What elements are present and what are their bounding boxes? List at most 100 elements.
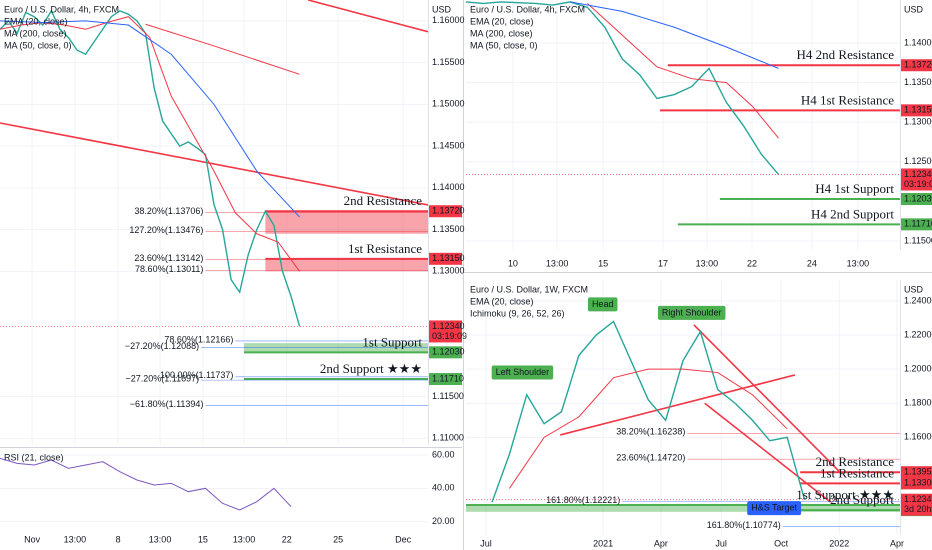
annotation-box: [587, 297, 618, 312]
level-label: 2nd Resistance: [344, 193, 423, 208]
level-label: H4 1st Resistance: [801, 92, 894, 107]
price-series: [491, 320, 806, 503]
fib-label: 78.60%(1.13011): [135, 264, 203, 274]
annotation-box: [657, 305, 726, 320]
fib-label: 38.20%(1.13706): [134, 206, 203, 216]
indicator-legend: EMA (20, close): [4, 16, 68, 26]
level-label: 1st Support: [362, 334, 422, 349]
x-tick-label: 15: [598, 258, 608, 268]
y-tick-label: 1.12500: [904, 156, 932, 166]
plot-area: [466, 280, 900, 535]
price-tag: [901, 477, 932, 490]
level-label: H4 2nd Resistance: [797, 47, 895, 62]
fib-label: 38.20%(1.16238): [616, 427, 685, 437]
y-tick-label: 1.20000: [904, 364, 932, 374]
x-tick-label: Apr: [654, 538, 668, 548]
y-tick-label: 1.18000: [904, 398, 932, 408]
level-label: H4 2nd Support: [811, 206, 894, 221]
countdown: 3d 20h: [904, 504, 932, 514]
price-tag-label: 1.13300: [904, 478, 932, 488]
x-tick-label: 22: [747, 258, 757, 268]
x-tick-label: 13:00: [847, 258, 870, 268]
price-tag-label: 1.12030: [432, 347, 465, 357]
trendline: [559, 374, 796, 436]
countdown: 03:19:08: [904, 179, 932, 189]
fib-label: −27.20%(1.12088): [125, 341, 199, 351]
level-zone: [265, 211, 428, 234]
price-series: [0, 16, 301, 272]
indicator-legend: EMA (20, close): [470, 296, 534, 306]
y-tick-label: 1.13500: [904, 77, 932, 87]
x-tick-label: 17: [658, 258, 668, 268]
rsi-title: RSI (21, close): [4, 452, 64, 462]
price-tag: [901, 59, 932, 72]
annotation: Right Shoulder: [662, 307, 722, 317]
y-tick-label: 1.16000: [904, 432, 932, 442]
level-label: 1st Resistance: [820, 465, 894, 480]
y-tick-label: 1.11000: [432, 433, 464, 443]
price-series: [587, 3, 779, 139]
price-tag-label: 1.11710: [432, 373, 464, 383]
price-tag-label: 1.13150: [904, 105, 932, 115]
level-zone: [265, 258, 428, 272]
price-series: [0, 20, 300, 218]
y-tick-label: 1.13000: [432, 266, 465, 276]
annotation: H&S Target: [751, 502, 797, 512]
fib-label: 23.60%(1.13142): [134, 253, 203, 263]
x-tick-label: 13:00: [233, 534, 256, 544]
price-tag: [429, 252, 462, 265]
annotation-box: [747, 501, 802, 516]
y-tick-label: 1.11500: [432, 391, 464, 401]
fib-label: 127.20%(1.13476): [129, 225, 203, 235]
x-tick-label: 15: [198, 534, 208, 544]
y-tick-label: 1.16000: [432, 15, 465, 25]
price-series: [466, 1, 780, 175]
price-tag: [429, 205, 462, 218]
level-zone: [466, 505, 900, 512]
x-tick-label: 13:00: [149, 534, 172, 544]
y-tick-label: 1.15000: [432, 99, 465, 109]
price-tag: [901, 193, 932, 206]
indicator-legend: MA (50, close, 0): [470, 40, 538, 50]
y-tick-label: 1.13000: [904, 117, 932, 127]
currency-label: USD: [432, 4, 452, 14]
x-tick-label: Oct: [774, 538, 789, 548]
x-tick-label: 8: [116, 534, 121, 544]
last-price-tag: [901, 168, 932, 191]
price-tag: [901, 104, 932, 117]
y-tick-label: 60.00: [432, 449, 455, 459]
fib-label: 78.60%(1.12166): [164, 334, 233, 344]
plot-area: [0, 0, 428, 445]
price-series: [0, 9, 301, 327]
fib-label: 161.80%(1.10774): [707, 520, 781, 530]
fib-label: 100.00%(1.11737): [160, 370, 233, 380]
level-label: 1st Support ★★★: [796, 487, 894, 502]
trendline: [0, 122, 428, 206]
price-tag-label: 1.13150: [432, 253, 465, 263]
level-label: 2nd Resistance: [816, 454, 895, 469]
price-tag-label: 1.13720: [904, 60, 932, 70]
level-label: H4 1st Support: [815, 181, 894, 196]
y-tick-label: 1.14500: [432, 140, 465, 150]
currency-label: USD: [904, 284, 924, 294]
fib-label: 23.60%(1.14720): [616, 453, 685, 463]
level-label: 2nd Support: [830, 492, 894, 507]
annotation-box: [491, 365, 554, 380]
last-price-tag: [429, 320, 462, 343]
annotation: Left Shoulder: [496, 367, 550, 377]
price-tag-label: 1.13955: [904, 467, 932, 477]
x-tick-label: Apr: [890, 538, 904, 548]
chart-title: Euro / U.S. Dollar, 4h, FXCM: [4, 4, 119, 14]
last-price-label: 1.12340: [904, 169, 932, 179]
fib-label: −27.20%(1.11697): [126, 374, 200, 384]
last-price-tag: [901, 493, 932, 516]
price-tag: [901, 466, 932, 479]
price-tag-label: 1.13720: [432, 206, 465, 216]
fib-label: −61.80%(1.11394): [130, 399, 204, 409]
x-tick-label: 2021: [593, 538, 613, 548]
y-tick-label: 40.00: [432, 483, 455, 493]
price-tag: [901, 218, 932, 231]
chart-title: Euro / U.S. Dollar, 4h, FXCM: [470, 4, 585, 14]
x-tick-label: 2022: [829, 538, 849, 548]
